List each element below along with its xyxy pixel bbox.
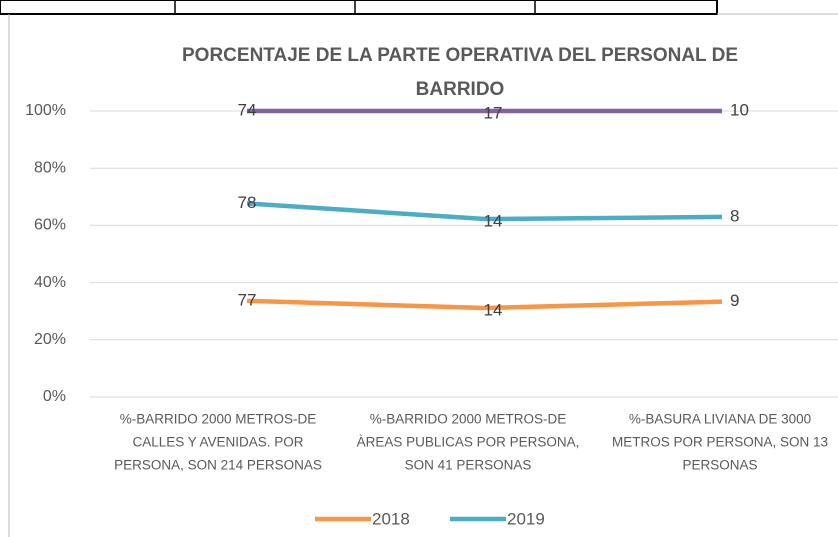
- y-tick-label: 80%: [34, 159, 66, 176]
- data-label: 14: [484, 212, 503, 231]
- data-label: 9: [730, 291, 739, 310]
- y-tick-label: 0%: [43, 388, 66, 405]
- x-tick-label: %-BARRIDO 2000 METROS-DE: [120, 412, 317, 427]
- chart-title: BARRIDO: [416, 79, 505, 100]
- x-tick-label: METROS POR PERSONA, SON 13: [612, 435, 828, 450]
- data-label: 14: [484, 301, 503, 320]
- x-tick-label: CALLES Y AVENIDAS. POR: [132, 435, 303, 450]
- legend-label: 2019: [507, 509, 545, 528]
- x-tick-label: %-BASURA LIVIANA DE 3000: [629, 412, 811, 427]
- data-label: 78: [238, 193, 257, 212]
- line-series: [246, 201, 723, 222]
- x-tick-label: PERSONA, SON 214 PERSONAS: [114, 458, 322, 473]
- x-tick-label: PERSONAS: [682, 458, 757, 473]
- y-tick-label: 20%: [34, 331, 66, 348]
- data-label: 10: [730, 100, 749, 119]
- x-tick-label: %-BARRIDO 2000 METROS-DE: [370, 412, 567, 427]
- y-tick-label: 40%: [34, 274, 66, 291]
- chart-title: PORCENTAJE DE LA PARTE OPERATIVA DEL PER…: [182, 45, 738, 66]
- line-series: [246, 298, 723, 311]
- legend-label: 2018: [372, 509, 410, 528]
- data-label: 8: [730, 206, 739, 225]
- y-tick-label: 60%: [34, 217, 66, 234]
- x-tick-label: SON 41 PERSONAS: [405, 458, 532, 473]
- y-tick-label: 100%: [25, 102, 66, 119]
- data-label: 74: [238, 100, 257, 119]
- x-tick-label: ÀREAS PUBLICAS POR PERSONA,: [357, 435, 580, 450]
- data-label: 77: [238, 290, 257, 309]
- data-label: 17: [484, 103, 503, 122]
